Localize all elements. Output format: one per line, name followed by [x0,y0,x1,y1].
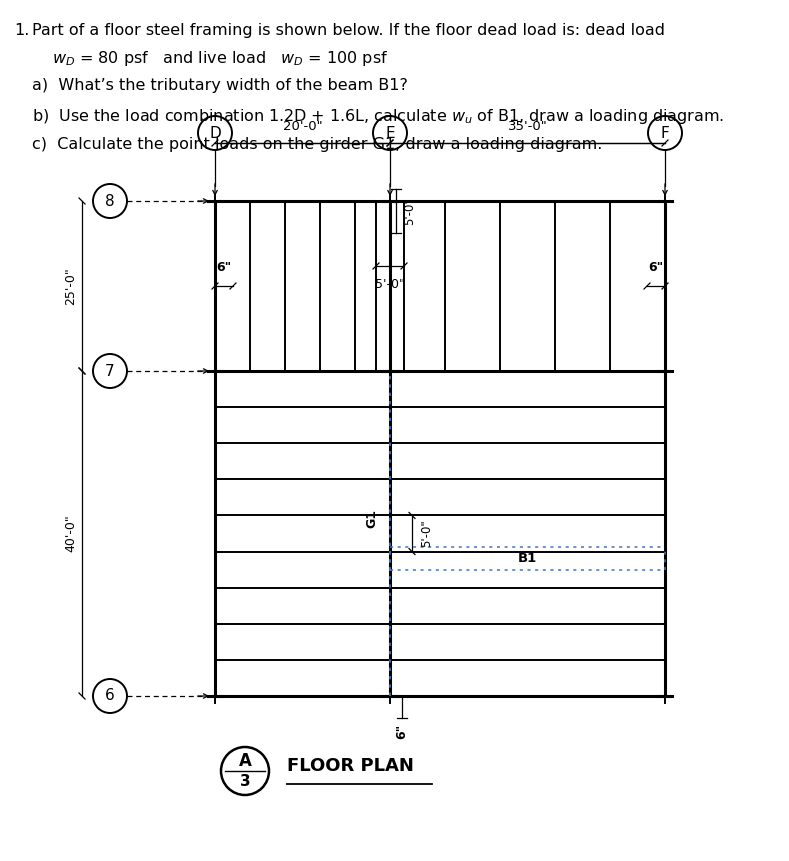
Text: 5'-0": 5'-0" [420,520,433,548]
Text: Part of a floor steel framing is shown below. If the floor dead load is: dead lo: Part of a floor steel framing is shown b… [32,23,665,38]
Text: 35'-0": 35'-0" [507,120,548,133]
Text: 6: 6 [105,689,115,703]
Text: 6": 6" [649,261,664,274]
Text: 6": 6" [216,261,232,274]
Text: E: E [385,126,394,140]
Text: b)  Use the load combination 1.2D + 1.6L, calculate $w_u$ of B1, draw a loading : b) Use the load combination 1.2D + 1.6L,… [32,107,724,126]
Text: 5'-0": 5'-0" [375,278,405,291]
Text: 25'-0": 25'-0" [64,267,77,305]
Text: 20'-0": 20'-0" [282,120,323,133]
Text: B1: B1 [518,552,537,565]
Text: $w_D$ = 80 psf   and live load   $w_D$ = 100 psf: $w_D$ = 80 psf and live load $w_D$ = 100… [52,49,388,68]
Text: 1.: 1. [14,23,29,38]
Text: 5'-0": 5'-0" [403,197,416,225]
Text: D: D [209,126,221,140]
Text: 6": 6" [395,724,409,740]
Text: 7: 7 [105,363,115,379]
Text: 3: 3 [240,775,250,790]
Text: c)  Calculate the point loads on the girder G1, draw a loading diagram.: c) Calculate the point loads on the gird… [32,137,602,152]
Text: a)  What’s the tributary width of the beam B1?: a) What’s the tributary width of the bea… [32,78,408,93]
Text: FLOOR PLAN: FLOOR PLAN [287,757,414,775]
Text: F: F [660,126,669,140]
Text: 8: 8 [105,194,115,208]
Text: A: A [238,752,252,770]
Text: G1: G1 [365,509,378,528]
Text: 40'-0": 40'-0" [64,515,77,553]
